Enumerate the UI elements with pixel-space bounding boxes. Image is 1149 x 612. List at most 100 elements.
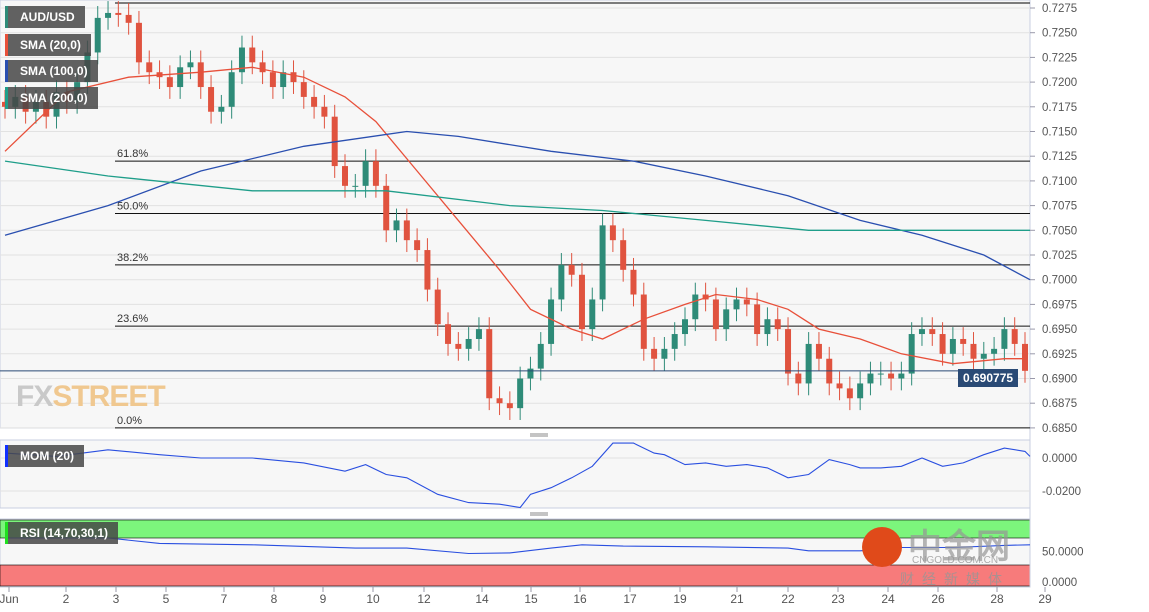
legend-sma20[interactable]: SMA (20,0) xyxy=(5,34,91,56)
candle-body xyxy=(362,161,369,186)
candle-body xyxy=(661,348,668,359)
candle-body xyxy=(105,12,112,18)
candle-body xyxy=(259,62,266,73)
candle-body xyxy=(403,220,410,241)
y-tick-label: 0.6975 xyxy=(1042,299,1077,311)
legend-symbol[interactable]: AUD/USD xyxy=(5,6,85,28)
candle-body xyxy=(115,12,122,15)
y-tick-label: 0.7225 xyxy=(1042,52,1077,64)
x-tick-label: 12 xyxy=(417,592,431,606)
candle-body xyxy=(723,309,730,330)
legend-rsi[interactable]: RSI (14,70,30,1) xyxy=(5,522,119,544)
y-tick-label: 0.7250 xyxy=(1042,28,1077,40)
candle-body xyxy=(208,87,215,112)
mom-tick-label: 0.0000 xyxy=(1042,453,1077,465)
fib-label: 38.2% xyxy=(117,252,148,264)
x-tick-label: Jun xyxy=(0,592,19,606)
fxstreet-logo: FXSTREET xyxy=(16,380,166,413)
watermark-tagline: 财经新媒体 xyxy=(900,571,1010,587)
x-tick-label: 10 xyxy=(366,592,380,606)
candle-body xyxy=(692,294,699,320)
candle-body xyxy=(342,166,348,186)
candle-body xyxy=(918,329,925,335)
candle-body xyxy=(445,324,452,344)
candle-body xyxy=(1022,343,1028,371)
candle-body xyxy=(1011,329,1018,344)
candle-body xyxy=(754,304,761,335)
candle-body xyxy=(712,299,719,330)
candle-body xyxy=(527,368,534,379)
rsi-tick-label: 50.0000 xyxy=(1042,547,1084,559)
y-tick-label: 0.7175 xyxy=(1042,102,1077,114)
candle-body xyxy=(280,72,287,88)
candle-body xyxy=(249,47,256,63)
y-tick-label: 0.7050 xyxy=(1042,225,1077,237)
candle-body xyxy=(300,82,307,97)
candle-body xyxy=(537,343,544,369)
candle-body xyxy=(877,373,884,375)
candle-body xyxy=(94,17,101,53)
x-tick-label: 23 xyxy=(831,592,845,606)
y-tick-label: 0.7075 xyxy=(1042,201,1077,213)
candle-body xyxy=(589,299,596,330)
candle-body xyxy=(785,329,792,374)
candle-body xyxy=(682,319,688,335)
candle-body xyxy=(929,329,936,335)
x-tick-label: 17 xyxy=(623,592,637,606)
candle-body xyxy=(383,185,390,231)
candle-body xyxy=(795,373,802,384)
candle-body xyxy=(857,383,864,399)
candle-body xyxy=(960,338,967,344)
x-tick-label: 16 xyxy=(573,592,587,606)
legend-sma200[interactable]: SMA (200,0) xyxy=(5,87,98,109)
candle-body xyxy=(424,250,431,290)
candle-body xyxy=(846,388,853,399)
x-tick-label: 24 xyxy=(881,592,895,606)
y-tick-label: 0.6850 xyxy=(1042,423,1077,435)
candle-body xyxy=(970,343,977,359)
mom-tick-label: -0.0200 xyxy=(1042,486,1081,498)
sma-line-2 xyxy=(4,160,1030,231)
candle-body xyxy=(135,22,142,63)
candle-body xyxy=(146,62,153,73)
watermark-logo-icon xyxy=(862,527,902,567)
candle-body xyxy=(743,299,750,305)
fib-label: 61.8% xyxy=(117,148,148,160)
legend-mom[interactable]: MOM (20) xyxy=(5,445,84,467)
candle-body xyxy=(311,96,318,107)
candle-body xyxy=(949,338,956,354)
fib-label: 50.0% xyxy=(117,201,148,213)
candle-body xyxy=(372,161,379,186)
x-tick-label: 21 xyxy=(730,592,744,606)
candle-body xyxy=(774,319,781,330)
candle-body xyxy=(568,264,575,275)
sma-line-0 xyxy=(4,66,1025,365)
candle-body xyxy=(702,294,709,300)
legend-sma100[interactable]: SMA (100,0) xyxy=(5,60,98,82)
candle-body xyxy=(238,47,245,73)
candle-body xyxy=(393,220,400,231)
y-tick-label: 0.6875 xyxy=(1042,398,1077,410)
candle-body xyxy=(187,62,194,68)
candle-body xyxy=(558,264,565,300)
candle-body xyxy=(898,373,905,379)
candle-body xyxy=(218,106,225,112)
candle-body xyxy=(764,319,771,335)
x-tick-label: 2 xyxy=(63,592,70,606)
candle-body xyxy=(548,299,555,344)
y-tick-label: 0.7125 xyxy=(1042,151,1077,163)
x-tick-label: 15 xyxy=(524,592,538,606)
x-tick-label: 29 xyxy=(1038,592,1052,606)
watermark-title: 中金网 xyxy=(908,528,1010,566)
candle-body xyxy=(599,225,606,300)
candle-body xyxy=(496,398,503,404)
candle-body xyxy=(908,334,915,374)
candle-body xyxy=(125,14,132,23)
candle-body xyxy=(805,343,812,384)
x-tick-label: 14 xyxy=(475,592,489,606)
x-tick-label: 5 xyxy=(163,592,170,606)
candle-body xyxy=(980,353,987,359)
candle-body xyxy=(506,403,513,409)
x-tick-label: 26 xyxy=(931,592,945,606)
